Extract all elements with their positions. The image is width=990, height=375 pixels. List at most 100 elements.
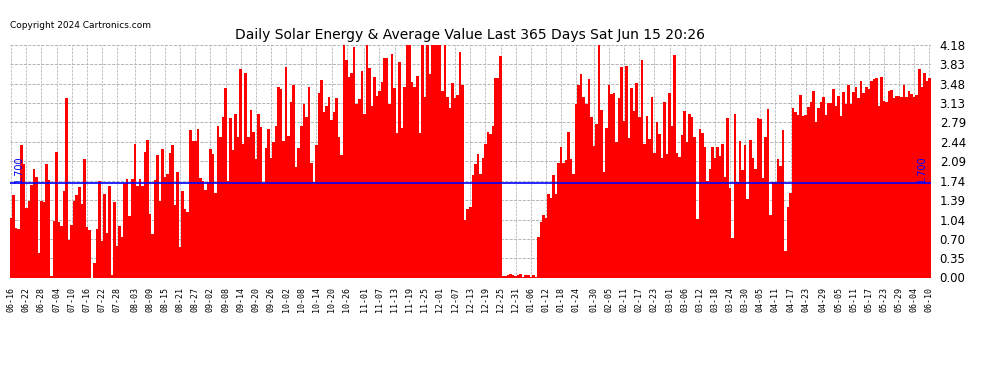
Bar bbox=[225, 88, 227, 278]
Bar bbox=[13, 195, 15, 278]
Bar bbox=[605, 128, 608, 278]
Bar bbox=[328, 97, 331, 278]
Bar bbox=[257, 114, 259, 278]
Bar bbox=[746, 199, 749, 278]
Bar bbox=[540, 222, 543, 278]
Bar bbox=[484, 144, 487, 278]
Bar bbox=[199, 178, 202, 278]
Bar bbox=[709, 169, 711, 278]
Bar bbox=[320, 80, 323, 278]
Bar bbox=[862, 93, 865, 278]
Bar bbox=[734, 114, 737, 278]
Bar bbox=[230, 118, 232, 278]
Bar bbox=[724, 177, 727, 278]
Bar bbox=[844, 104, 847, 278]
Bar bbox=[88, 230, 91, 278]
Bar bbox=[169, 153, 171, 278]
Bar bbox=[895, 96, 898, 278]
Bar bbox=[926, 81, 928, 278]
Bar bbox=[310, 163, 313, 278]
Bar bbox=[148, 214, 151, 278]
Bar bbox=[96, 229, 98, 278]
Bar bbox=[906, 98, 908, 278]
Bar bbox=[595, 124, 598, 278]
Bar bbox=[883, 102, 885, 278]
Bar bbox=[706, 182, 709, 278]
Bar bbox=[538, 237, 540, 278]
Bar bbox=[249, 110, 252, 278]
Bar bbox=[610, 94, 613, 278]
Bar bbox=[57, 222, 60, 278]
Bar bbox=[375, 96, 378, 278]
Bar bbox=[671, 126, 673, 278]
Bar bbox=[673, 55, 676, 278]
Bar bbox=[161, 149, 163, 278]
Bar bbox=[194, 141, 197, 278]
Bar bbox=[237, 137, 240, 278]
Bar bbox=[714, 158, 716, 278]
Bar bbox=[499, 56, 502, 278]
Bar bbox=[331, 120, 333, 278]
Bar bbox=[743, 145, 746, 278]
Bar bbox=[782, 130, 784, 278]
Bar bbox=[678, 157, 681, 278]
Bar bbox=[108, 186, 111, 278]
Legend: Average($), Daily($): Average($), Daily($) bbox=[758, 0, 925, 4]
Bar bbox=[572, 174, 575, 278]
Bar bbox=[593, 146, 595, 278]
Bar bbox=[336, 98, 338, 278]
Bar bbox=[504, 276, 507, 278]
Bar bbox=[641, 60, 644, 278]
Bar bbox=[825, 115, 828, 278]
Bar bbox=[277, 87, 280, 278]
Bar bbox=[890, 90, 893, 278]
Bar bbox=[668, 93, 671, 278]
Bar bbox=[810, 102, 812, 278]
Bar bbox=[598, 45, 600, 278]
Bar bbox=[401, 128, 403, 278]
Bar bbox=[479, 174, 481, 278]
Bar bbox=[681, 135, 683, 278]
Bar bbox=[147, 140, 148, 278]
Bar bbox=[181, 191, 184, 278]
Bar bbox=[577, 85, 580, 278]
Bar bbox=[729, 188, 732, 278]
Bar bbox=[817, 108, 820, 278]
Bar bbox=[761, 178, 764, 278]
Bar bbox=[626, 66, 628, 278]
Bar bbox=[585, 104, 587, 278]
Bar bbox=[918, 69, 921, 278]
Bar bbox=[636, 83, 638, 278]
Bar bbox=[300, 126, 303, 278]
Bar bbox=[116, 246, 119, 278]
Bar bbox=[15, 228, 18, 278]
Bar bbox=[158, 201, 161, 278]
Bar bbox=[151, 234, 153, 278]
Bar bbox=[204, 190, 207, 278]
Bar bbox=[779, 166, 782, 278]
Bar bbox=[323, 112, 325, 278]
Bar bbox=[119, 226, 121, 278]
Bar bbox=[580, 74, 582, 278]
Bar bbox=[141, 186, 144, 278]
Bar bbox=[28, 201, 30, 278]
Bar bbox=[111, 275, 113, 278]
Bar bbox=[842, 92, 844, 278]
Bar bbox=[363, 114, 365, 278]
Bar bbox=[722, 144, 724, 278]
Bar bbox=[459, 52, 461, 278]
Bar bbox=[800, 94, 802, 278]
Bar bbox=[439, 45, 442, 278]
Bar bbox=[93, 263, 96, 278]
Bar bbox=[870, 81, 872, 278]
Bar bbox=[815, 122, 817, 278]
Bar bbox=[383, 58, 386, 278]
Bar bbox=[341, 155, 343, 278]
Bar bbox=[406, 45, 409, 278]
Bar bbox=[469, 207, 471, 278]
Bar bbox=[893, 98, 895, 278]
Bar bbox=[653, 153, 655, 278]
Bar bbox=[46, 164, 48, 278]
Bar bbox=[686, 142, 688, 278]
Bar bbox=[232, 150, 235, 278]
